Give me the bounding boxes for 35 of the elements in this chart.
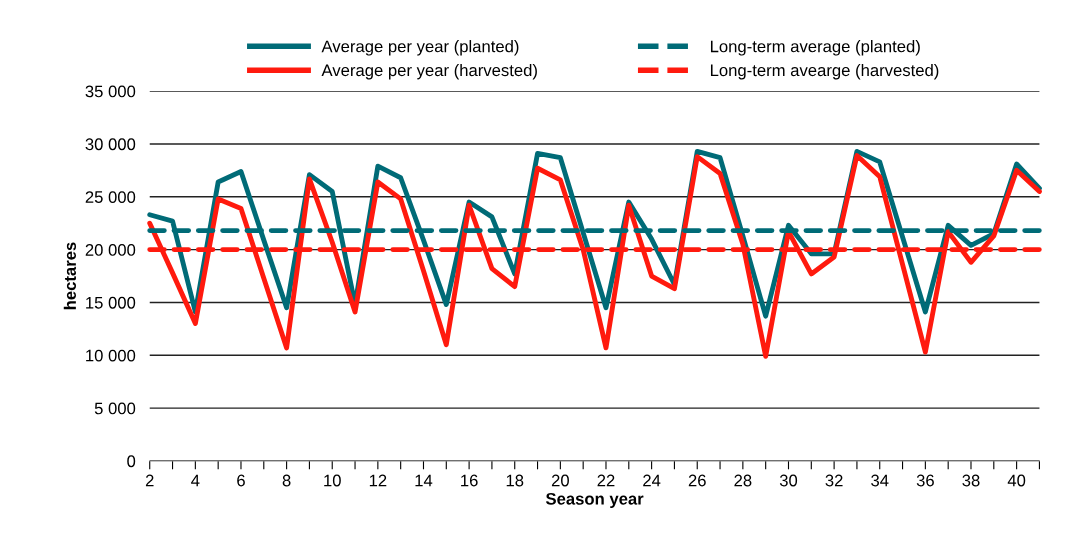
- y-tick-label: 15 000: [86, 296, 136, 309]
- x-tick-label: 22: [597, 474, 615, 487]
- x-tick-label: 34: [871, 474, 889, 487]
- x-tick-label: 40: [1007, 474, 1026, 487]
- legend-label: Long-term avearge (harvested): [710, 63, 939, 80]
- line-series: [147, 153, 1042, 359]
- y-tick-label: 20 000: [85, 244, 136, 256]
- x-tick-label: 16: [461, 474, 478, 487]
- x-tick-label: 26: [688, 474, 706, 487]
- x-axis-title: Season year: [545, 492, 644, 509]
- y-tick-label: 0: [127, 455, 136, 468]
- y-axis-title: hectares: [63, 242, 77, 310]
- y-tick-label: 10 000: [86, 349, 136, 362]
- legend-label: Average per year (planted): [321, 40, 519, 56]
- x-tick-label: 24: [643, 474, 661, 487]
- x-tick-label: 2: [145, 474, 154, 487]
- x-tick-label: 38: [962, 474, 980, 487]
- x-tick-label: 14: [415, 474, 433, 487]
- y-tick-label: 5 000: [94, 402, 136, 415]
- x-tick-label: 8: [282, 474, 291, 487]
- x-tick-label: 10: [324, 474, 341, 487]
- x-tick-label: 30: [779, 474, 798, 487]
- x-tick-label: 20: [551, 474, 569, 487]
- legend-label: Long-term average (planted): [710, 40, 920, 56]
- x-tick-label: 36: [916, 474, 934, 487]
- y-tick-label: 35 000: [85, 85, 136, 98]
- y-tick-label: 25 000: [85, 191, 136, 203]
- x-tick-label: 28: [734, 474, 752, 487]
- x-tick-label: 18: [506, 474, 524, 487]
- x-tick-label: 4: [191, 474, 200, 487]
- y-tick-label: 30 000: [85, 138, 136, 151]
- x-tick-label: 6: [237, 474, 245, 487]
- x-tick-label: 32: [825, 474, 843, 487]
- legend-label: Average per year (harvested): [321, 63, 537, 80]
- x-tick-label: 12: [369, 474, 387, 487]
